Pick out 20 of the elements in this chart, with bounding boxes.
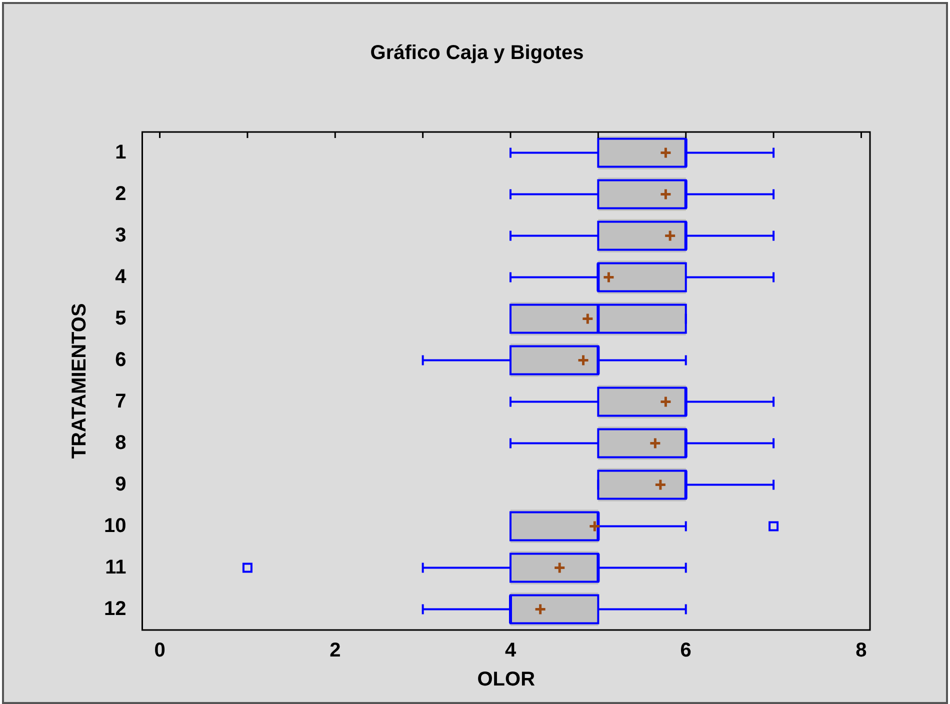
y-tick-label: 10	[104, 514, 126, 537]
x-tick-label: 2	[330, 640, 341, 662]
chart-title: Gráfico Caja y Bigotes	[369, 42, 585, 65]
x-tick-label: 6	[680, 640, 692, 662]
y-tick-label: 6	[115, 348, 126, 371]
y-tick-label: 11	[105, 556, 126, 578]
y-tick-label: 5	[115, 307, 126, 330]
y-tick-label: 4	[115, 266, 128, 288]
y-tick-label: 7	[115, 390, 126, 412]
y-axis-title: TRATAMIENTOS	[68, 303, 91, 459]
x-tick-label: 4	[504, 640, 517, 662]
y-tick-label: 3	[115, 224, 126, 246]
y-tick-label: 2	[115, 182, 126, 205]
y-tick-label: 9	[115, 473, 126, 496]
x-axis-title: OLOR	[477, 668, 536, 691]
y-tick-label: 1	[115, 141, 126, 164]
y-tick-label: 12	[104, 598, 126, 620]
x-tick-label: 8	[856, 640, 867, 662]
x-tick-label: 0	[154, 640, 166, 662]
y-tick-label: 8	[115, 432, 126, 454]
